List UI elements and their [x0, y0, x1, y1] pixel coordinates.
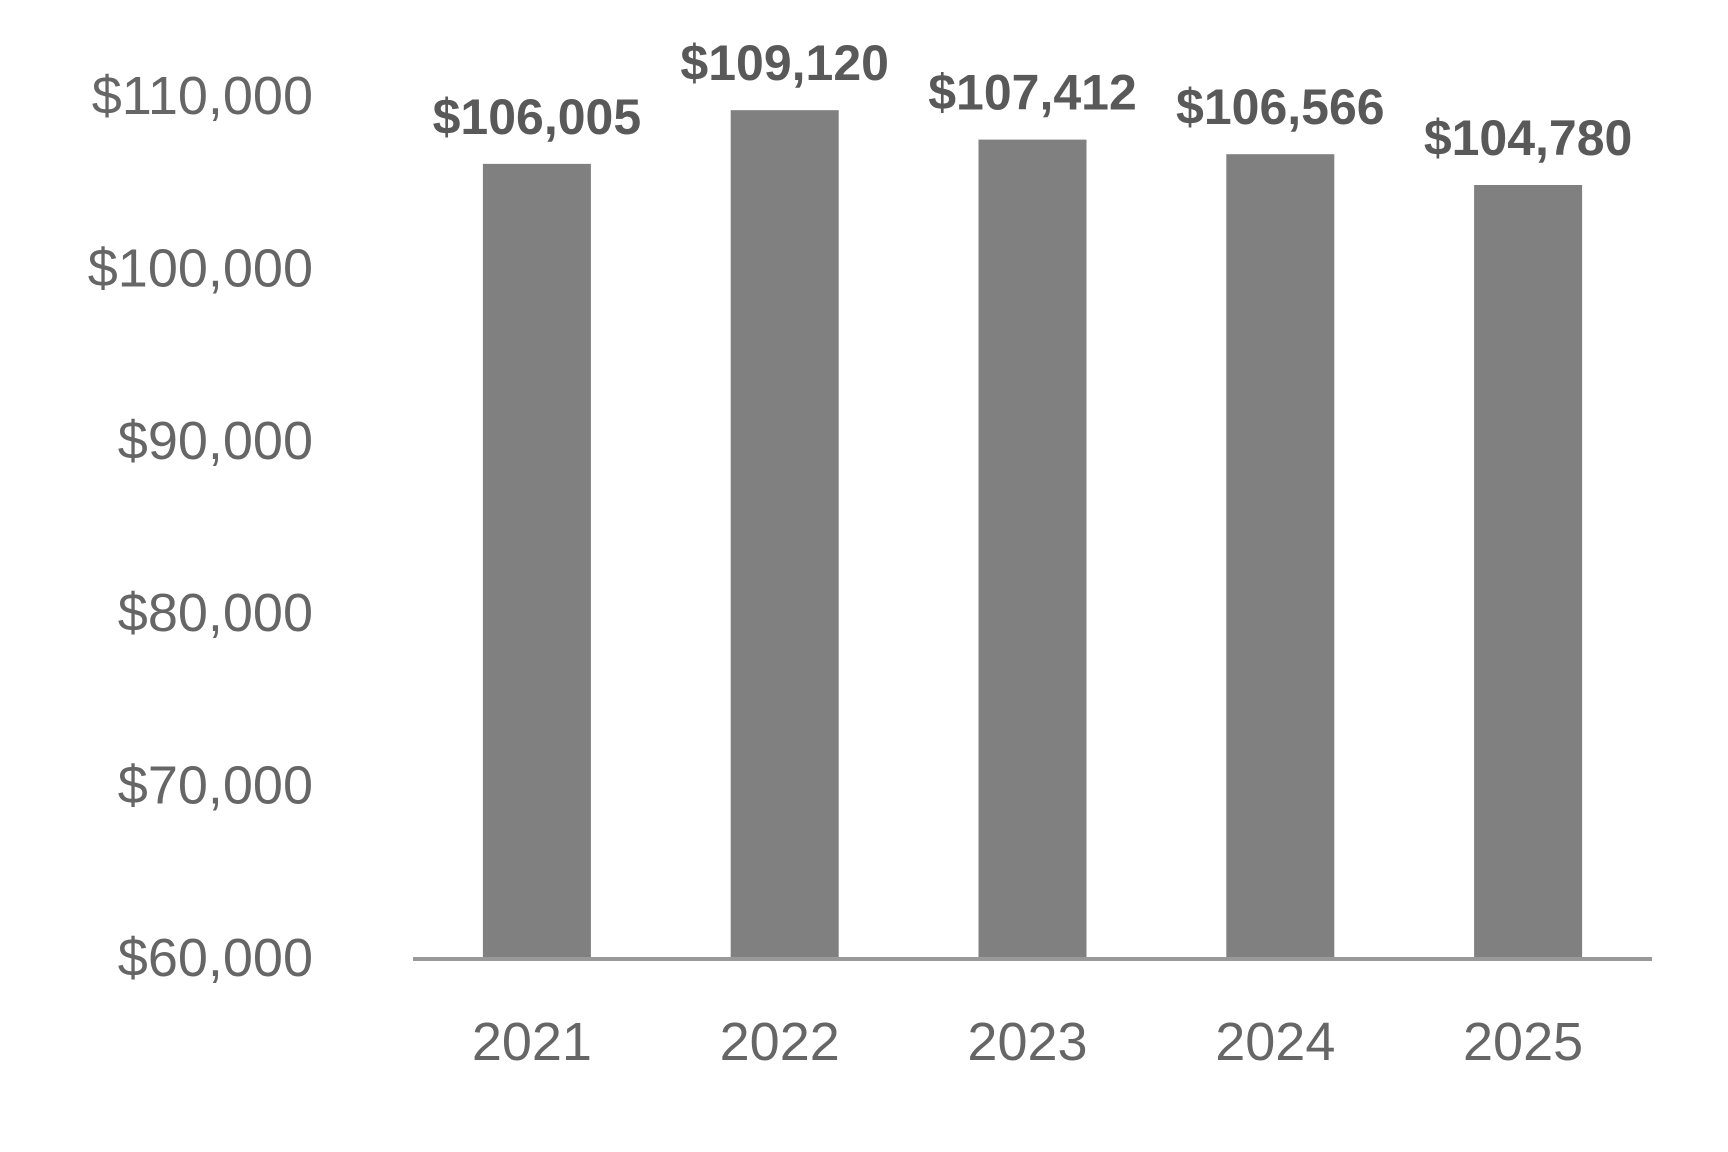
y-tick-label: $90,000: [118, 411, 313, 471]
bars: [482, 110, 1583, 958]
y-tick-label: $110,000: [92, 66, 313, 126]
x-tick-label: 2025: [1463, 1012, 1583, 1072]
x-axis: 2021 2022 2023 2024 2025: [472, 1012, 1583, 1072]
data-label: $107,412: [928, 65, 1137, 121]
x-tick-label: 2023: [967, 1012, 1087, 1072]
data-label: $106,566: [1176, 79, 1385, 135]
y-tick-label: $60,000: [118, 928, 313, 988]
bar: [730, 110, 839, 957]
bar: [482, 163, 591, 958]
data-label: $106,005: [433, 89, 642, 145]
bar: [1226, 154, 1335, 958]
data-label: $104,780: [1424, 110, 1633, 166]
data-labels: $106,005 $109,120 $107,412 $106,566 $104,780: [433, 35, 1633, 166]
x-tick-label: 2022: [720, 1012, 840, 1072]
x-tick-label: 2024: [1215, 1012, 1335, 1072]
bar: [1474, 184, 1583, 957]
data-label: $109,120: [680, 35, 889, 91]
y-tick-label: $100,000: [88, 238, 313, 298]
x-tick-label: 2021: [472, 1012, 592, 1072]
y-axis: $60,000 $70,000 $80,000 $90,000 $100,000 $110…: [88, 66, 313, 988]
y-tick-label: $80,000: [118, 583, 313, 643]
y-tick-label: $70,000: [118, 756, 313, 816]
bar: [978, 139, 1087, 957]
